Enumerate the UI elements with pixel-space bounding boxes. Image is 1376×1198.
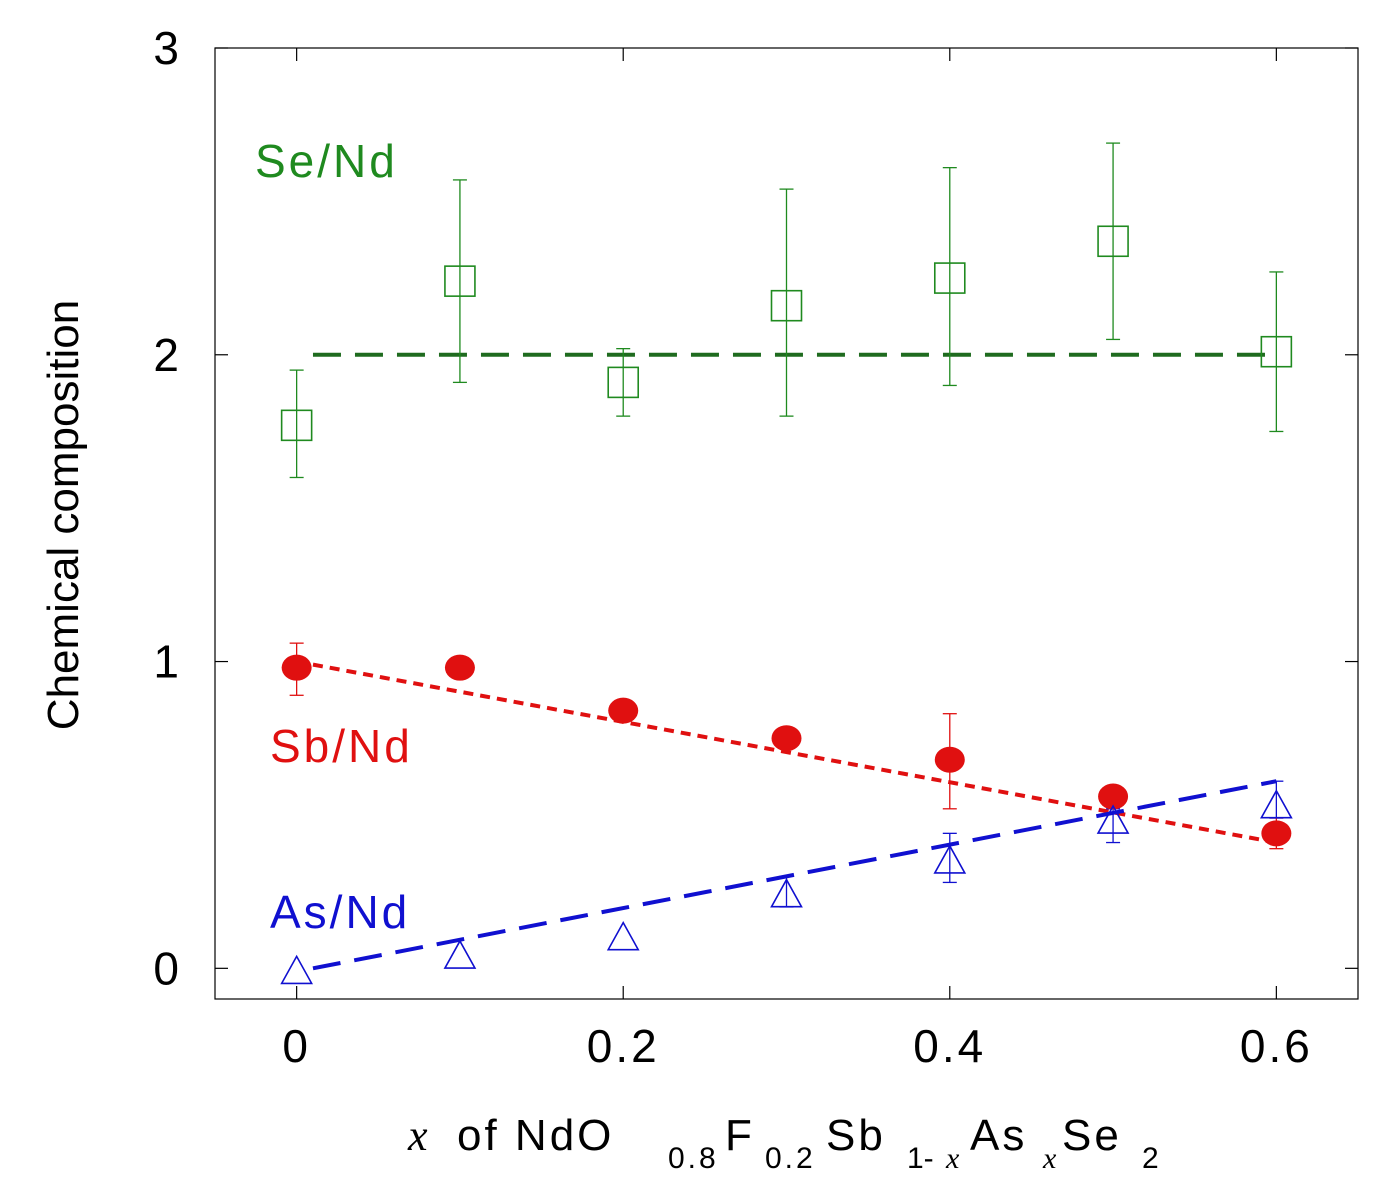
x-axis-sb: Sb — [826, 1111, 886, 1160]
point-sb-nd — [281, 654, 312, 681]
point-as-nd — [280, 954, 314, 985]
x-axis-sub5: 2 — [1142, 1142, 1159, 1175]
point-se-nd — [1260, 335, 1293, 368]
point-as-nd — [606, 920, 640, 951]
fit-line-as-nd — [312, 779, 1277, 971]
fit-line-sb-nd — [312, 662, 1277, 845]
x-tick-label: 0.4 — [913, 1020, 986, 1072]
y-tick-label: 2 — [153, 329, 182, 381]
point-sb-nd — [1261, 820, 1292, 847]
point-sb-nd — [444, 654, 475, 681]
x-tick-label: 0 — [282, 1020, 311, 1072]
plot-frame — [214, 47, 1359, 1000]
x-tick-label: 0.6 — [1240, 1020, 1313, 1072]
x-axis-as: As — [970, 1111, 1027, 1160]
point-sb-nd — [934, 746, 965, 773]
point-se-nd — [1097, 225, 1129, 258]
series-label-sb-nd: Sb/Nd — [270, 720, 413, 772]
point-sb-nd — [1098, 783, 1129, 810]
series-label-se-nd: Se/Nd — [255, 135, 398, 187]
axis-ticks — [215, 47, 1358, 999]
point-se-nd — [444, 265, 476, 297]
series-label-as-nd: As/Nd — [270, 886, 410, 938]
x-axis-sub3b: x — [945, 1142, 960, 1175]
x-axis-title: x of NdO 0.8 F 0.2 Sb 1- x As x Se 2 — [407, 1111, 1159, 1175]
x-axis-f: F — [725, 1111, 752, 1160]
data-markers — [280, 225, 1293, 985]
x-axis-sub4: x — [1042, 1142, 1057, 1175]
y-axis-title: Chemical composition — [39, 300, 88, 730]
point-se-nd — [607, 366, 640, 399]
x-axis-sub2: 0.2 — [765, 1142, 816, 1175]
point-as-nd — [1259, 789, 1293, 819]
x-axis-var: x — [407, 1111, 428, 1160]
point-as-nd — [443, 939, 477, 969]
point-as-nd — [1096, 804, 1130, 834]
point-se-nd — [933, 262, 966, 294]
x-axis-sub3a: 1- — [907, 1142, 934, 1175]
point-se-nd — [280, 409, 313, 442]
y-tick-label: 3 — [153, 22, 182, 74]
tick-labels: 0 0.2 0.4 0.6 0 1 2 3 — [153, 22, 1313, 1072]
y-tick-label: 0 — [153, 942, 182, 994]
y-tick-label: 1 — [153, 636, 182, 688]
point-sb-nd — [771, 725, 802, 752]
error-bars — [289, 142, 1284, 908]
point-as-nd — [933, 844, 967, 874]
x-axis-se: Se — [1062, 1111, 1122, 1160]
x-axis-text: of NdO — [457, 1111, 614, 1160]
x-axis-sub1: 0.8 — [668, 1142, 719, 1175]
point-sb-nd — [608, 697, 639, 724]
point-se-nd — [770, 289, 803, 322]
point-as-nd — [770, 878, 803, 908]
x-tick-label: 0.2 — [587, 1020, 660, 1072]
